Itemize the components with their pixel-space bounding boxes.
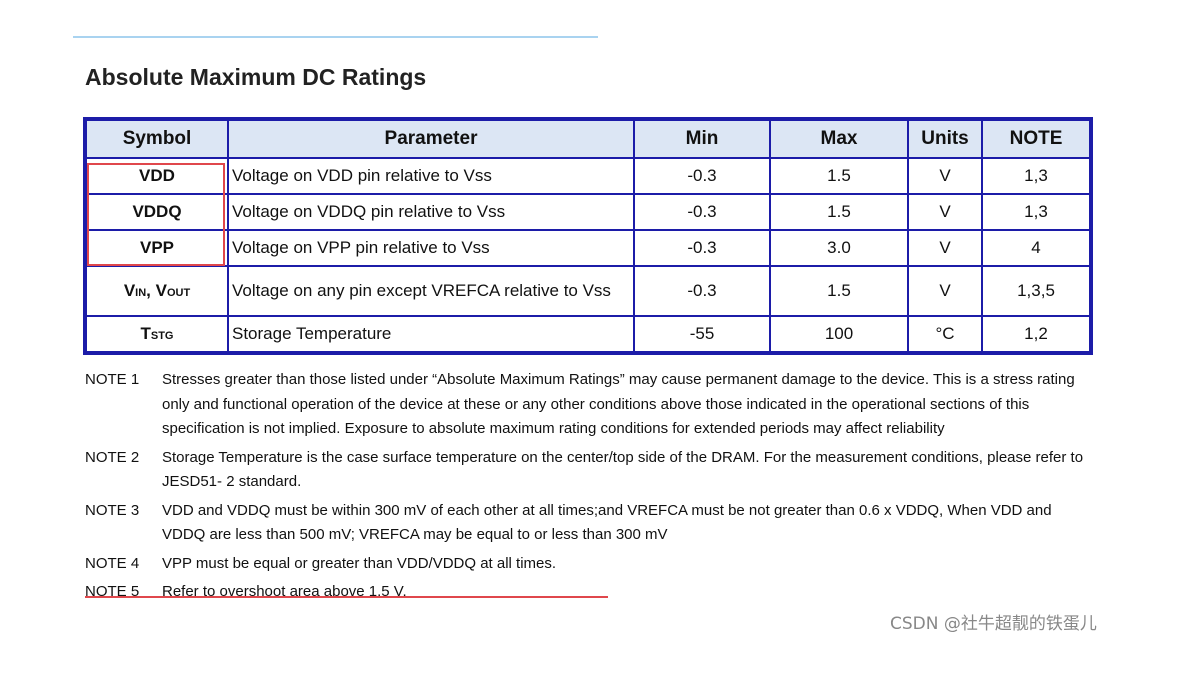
value-cell: V bbox=[907, 265, 983, 317]
table-row: VDD Voltage on VDD pin relative to Vss -0.… bbox=[84, 157, 1092, 195]
value-cell: -0.3 bbox=[633, 157, 771, 195]
note: NOTE 1 Stresses greater than those listed… bbox=[85, 368, 1095, 442]
column-header: Min bbox=[633, 118, 771, 159]
column-header: Symbol bbox=[84, 118, 229, 159]
symbol-cell: VIN, VOUT bbox=[84, 265, 229, 317]
value-cell: 1,2 bbox=[981, 315, 1092, 354]
parameter-cell: Voltage on VDD pin relative to Vss bbox=[227, 157, 635, 195]
table-row: VIN, VOUT Voltage on any pin except VREFC… bbox=[84, 265, 1092, 317]
note-label: NOTE 5 bbox=[85, 583, 140, 600]
table-row: TSTG Storage Temperature -55 100 °C 1,2 bbox=[84, 315, 1092, 354]
symbol-text: VPP bbox=[139, 238, 175, 257]
symbol-subscript: IN bbox=[135, 287, 147, 299]
note-label: NOTE 4 bbox=[85, 554, 140, 572]
note-text: Refer to overshoot area above 1.5 V. bbox=[162, 583, 407, 600]
value-cell: -0.3 bbox=[633, 265, 771, 317]
column-header: Max bbox=[769, 118, 909, 159]
note: NOTE 2 Storage Temperature is the case su… bbox=[85, 446, 1095, 495]
symbol-cell: TSTG bbox=[84, 315, 229, 354]
value-cell: 1.5 bbox=[769, 193, 909, 231]
parameter-cell: Voltage on VDDQ pin relative to Vss bbox=[227, 193, 635, 231]
note-text: VDD and VDDQ must be within 300 mV of ea… bbox=[162, 501, 1052, 544]
note: NOTE 4 VPP must be equal or greater than … bbox=[85, 552, 1095, 577]
value-cell: °C bbox=[907, 315, 983, 354]
note: NOTE 3 VDD and VDDQ must be within 300 mV… bbox=[85, 499, 1095, 548]
value-cell: 4 bbox=[981, 229, 1092, 267]
note-label: NOTE 3 bbox=[85, 501, 140, 519]
symbol-subscript: STG bbox=[150, 330, 174, 342]
symbol-subscript: OUT bbox=[166, 287, 191, 299]
title: Absolute Maximum DC Ratings bbox=[85, 64, 427, 90]
column-header: NOTE bbox=[981, 118, 1092, 159]
symbol-text: VDDQ bbox=[132, 202, 182, 221]
value-cell: -0.3 bbox=[633, 193, 771, 231]
note-text: Stresses greater than those listed under… bbox=[162, 371, 1075, 437]
note-text: Storage Temperature is the case surface … bbox=[162, 448, 1084, 491]
value-cell: -55 bbox=[633, 315, 771, 354]
watermark: CSDN @社牛超靓的铁蛋儿 bbox=[890, 614, 1097, 634]
top-rule bbox=[73, 36, 598, 38]
notes: NOTE 1 Stresses greater than those listed… bbox=[85, 368, 1095, 609]
value-cell: V bbox=[907, 193, 983, 231]
value-cell: V bbox=[907, 229, 983, 267]
value-cell: -0.3 bbox=[633, 229, 771, 267]
parameter-cell: Voltage on any pin except VREFCA relativ… bbox=[227, 265, 635, 317]
value-cell: 1,3 bbox=[981, 157, 1092, 195]
value-cell: 1.5 bbox=[769, 265, 909, 317]
ratings-table: Symbol Parameter Min Max Units NOTE VDD Voltag… bbox=[83, 117, 1093, 355]
symbol-cell: VDDQ bbox=[84, 193, 229, 231]
symbol-text: VDD bbox=[139, 166, 175, 185]
note-label: NOTE 2 bbox=[85, 448, 140, 466]
column-header: Units bbox=[907, 118, 983, 159]
value-cell: 1,3 bbox=[981, 193, 1092, 231]
note: NOTE 5 Refer to overshoot area above 1.5 … bbox=[85, 580, 1095, 605]
table-row: VDDQ Voltage on VDDQ pin relative to Vss -… bbox=[84, 193, 1092, 231]
table-row: VPP Voltage on VPP pin relative to Vss -0.… bbox=[84, 229, 1092, 267]
highlight-box bbox=[87, 163, 225, 266]
symbol-text: T bbox=[140, 324, 151, 343]
symbol-text: , V bbox=[146, 281, 167, 300]
symbol-text: V bbox=[123, 281, 136, 300]
value-cell: 1,3,5 bbox=[981, 265, 1092, 317]
value-cell: 3.0 bbox=[769, 229, 909, 267]
column-header: Parameter bbox=[227, 118, 635, 159]
value-cell: 1.5 bbox=[769, 157, 909, 195]
header-row: Symbol Parameter Min Max Units NOTE bbox=[84, 118, 1092, 159]
parameter-cell: Storage Temperature bbox=[227, 315, 635, 354]
value-cell: V bbox=[907, 157, 983, 195]
value-cell: 100 bbox=[769, 315, 909, 354]
note-text: VPP must be equal or greater than VDD/VD… bbox=[162, 554, 557, 572]
parameter-cell: Voltage on VPP pin relative to Vss bbox=[227, 229, 635, 267]
note-label: NOTE 1 bbox=[85, 371, 140, 388]
highlight-underline bbox=[85, 596, 608, 598]
